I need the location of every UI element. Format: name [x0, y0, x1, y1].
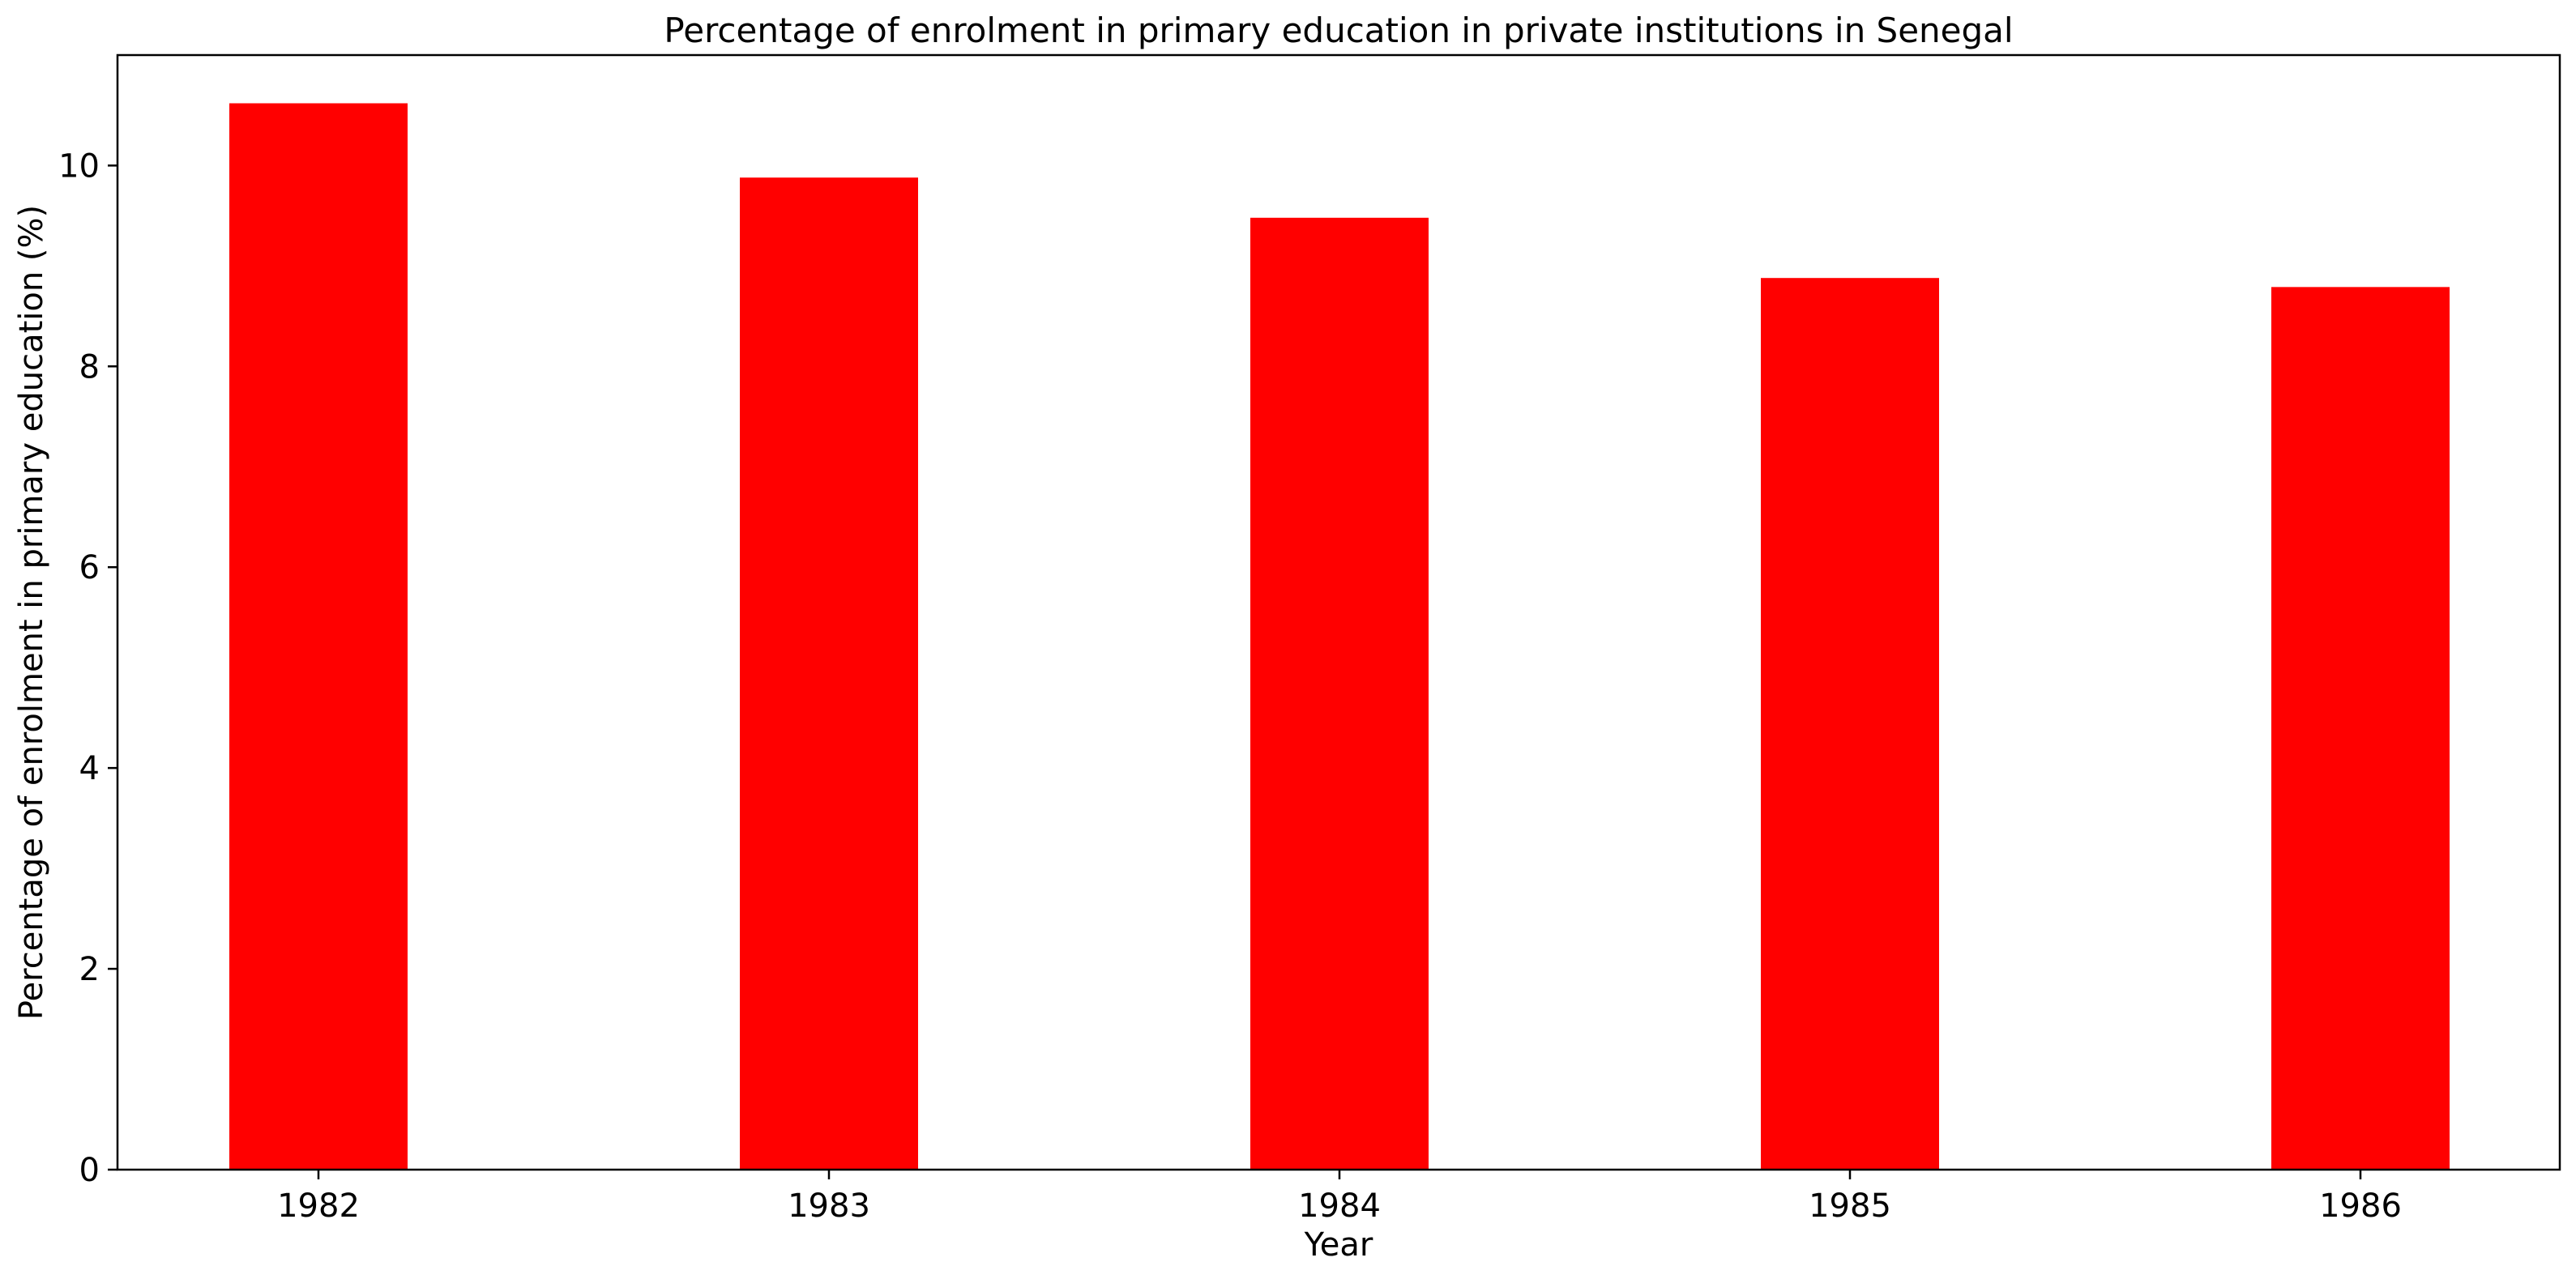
x-ticks-group: 1982 1983 1984 1985 1986 — [277, 1170, 2402, 1225]
y-tick-label: 2 — [79, 951, 100, 988]
bar-1985 — [1761, 278, 1939, 1170]
x-tick-label: 1983 — [788, 1187, 870, 1225]
x-tick-label: 1985 — [1809, 1187, 1891, 1225]
y-tick-label: 6 — [79, 549, 100, 586]
bar-1984 — [1250, 217, 1429, 1170]
bar-1982 — [229, 103, 408, 1170]
y-axis-label: Percentage of enrolment in primary educa… — [13, 205, 50, 1020]
y-tick-label: 8 — [79, 348, 100, 386]
y-tick-label: 4 — [79, 750, 100, 787]
y-tick-label: 10 — [58, 147, 100, 185]
x-tick-label: 1982 — [277, 1187, 360, 1225]
bar-1986 — [2271, 287, 2450, 1170]
chart-title: Percentage of enrolment in primary educa… — [664, 11, 2013, 50]
y-tick-label: 0 — [79, 1152, 100, 1189]
x-axis-label: Year — [1304, 1226, 1373, 1264]
plot-frame — [116, 53, 2561, 1171]
bars-group — [229, 103, 2450, 1170]
y-ticks-group: 0 2 4 6 8 10 — [58, 147, 117, 1189]
x-tick-label: 1984 — [1298, 1187, 1381, 1225]
bar-1983 — [740, 177, 918, 1170]
x-tick-label: 1986 — [2319, 1187, 2402, 1225]
